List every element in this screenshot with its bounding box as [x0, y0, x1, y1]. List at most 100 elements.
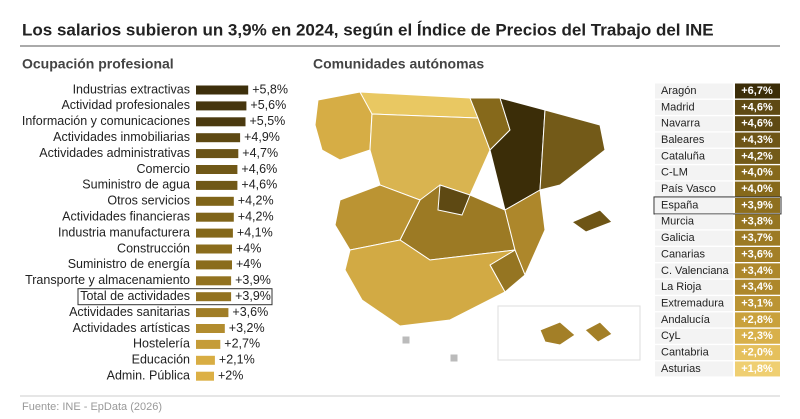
bar — [196, 149, 239, 159]
value-label: +3,2% — [229, 321, 265, 335]
region-name: Asturias — [661, 363, 701, 375]
value-cell — [735, 263, 780, 279]
map-region — [504, 189, 546, 277]
category-label: Comercio — [137, 162, 191, 176]
melilla — [449, 353, 459, 363]
map-region — [344, 239, 516, 327]
page-title: Los salarios subieron un 3,9% en 2024, s… — [22, 20, 714, 39]
map-region — [369, 113, 491, 201]
bar — [196, 339, 221, 349]
region-name: C-LM — [661, 167, 688, 179]
bar — [196, 228, 233, 238]
row-bg — [655, 83, 733, 99]
value-cell — [735, 345, 780, 361]
bar — [196, 355, 215, 365]
region-value: +2,3% — [741, 330, 773, 342]
region-value: +4,0% — [741, 167, 773, 179]
row-bg — [655, 247, 733, 262]
region-value: +4,2% — [741, 150, 773, 162]
region-value: +4,0% — [741, 183, 773, 195]
value-cell — [735, 165, 780, 181]
value-cell — [735, 116, 780, 132]
bar — [196, 101, 247, 111]
category-label: Actividades administrativas — [39, 146, 190, 160]
value-cell — [735, 132, 780, 148]
value-label: +5,8% — [252, 82, 288, 96]
bar — [196, 371, 214, 381]
category-label: Total de actividades — [80, 289, 190, 303]
region-value: +1,8% — [741, 363, 773, 375]
row-bg — [655, 328, 733, 344]
value-cell — [735, 328, 780, 344]
value-label: +4,2% — [238, 194, 274, 208]
value-label: +3,6% — [232, 305, 268, 319]
region-name: Andalucía — [661, 314, 711, 326]
bar — [196, 276, 232, 286]
category-label: Actividades inmobiliarias — [53, 130, 190, 144]
map-region — [314, 91, 373, 161]
region-name: Canarias — [661, 248, 706, 260]
category-label: Actividad profesionales — [61, 98, 190, 112]
value-cell — [735, 214, 780, 230]
map-region — [570, 209, 613, 233]
region-name: Cantabria — [661, 347, 710, 359]
bar — [196, 292, 232, 302]
row-bg — [655, 197, 733, 213]
region-name: Extremadura — [661, 297, 725, 309]
region-value: +4,3% — [741, 134, 773, 146]
value-label: +3,9% — [235, 273, 271, 287]
row-bg — [655, 99, 733, 115]
value-label: +4,1% — [237, 225, 273, 239]
region-value: +3,9% — [741, 199, 773, 211]
row-bg — [655, 165, 733, 181]
region-name: Navarra — [661, 118, 701, 130]
region-value: +2,0% — [741, 347, 773, 359]
bar — [196, 85, 249, 95]
row-bg — [655, 148, 733, 164]
category-label: Transporte y almacenamiento — [25, 273, 190, 287]
bar — [196, 324, 225, 333]
value-cell — [735, 148, 780, 164]
row-bg — [655, 181, 733, 197]
map-region — [584, 321, 613, 343]
region-name: La Rioja — [661, 281, 702, 293]
value-cell — [735, 230, 780, 246]
value-cell — [735, 99, 780, 115]
value-cell — [735, 361, 780, 377]
bar — [196, 117, 246, 127]
row-bg — [655, 296, 733, 312]
region-name: Baleares — [661, 134, 705, 146]
map-title: Comunidades autónomas — [313, 56, 484, 72]
row-bg — [655, 132, 733, 148]
bar — [196, 260, 232, 270]
region-value: +3,8% — [741, 216, 773, 228]
value-label: +4,6% — [241, 178, 277, 192]
bar — [196, 180, 238, 190]
region-value: +3,6% — [741, 248, 773, 260]
category-label: Actividades artísticas — [73, 321, 190, 335]
region-name: Madrid — [661, 101, 695, 113]
value-cell — [735, 247, 780, 262]
region-value: +3,4% — [741, 281, 773, 293]
value-cell — [735, 197, 780, 213]
value-cell — [735, 83, 780, 99]
value-label: +4,6% — [241, 162, 277, 176]
category-label: Educación — [132, 353, 190, 367]
value-cell — [735, 296, 780, 312]
region-name: Aragón — [661, 85, 696, 97]
row-bg — [655, 230, 733, 246]
canarias-box — [497, 305, 641, 361]
source: Fuente: INE - EpData (2026) — [22, 401, 162, 413]
bar — [196, 196, 234, 206]
region-value: +4,6% — [741, 101, 773, 113]
value-label: +4,2% — [238, 209, 274, 223]
ceuta — [401, 335, 411, 345]
bar — [196, 308, 229, 318]
category-label: Actividades sanitarias — [69, 305, 190, 319]
region-name: Galicia — [661, 232, 696, 244]
region-name: C. Valenciana — [661, 265, 730, 277]
region-value: +3,7% — [741, 232, 773, 244]
map-region — [437, 184, 471, 216]
category-label: Actividades financieras — [62, 209, 190, 223]
